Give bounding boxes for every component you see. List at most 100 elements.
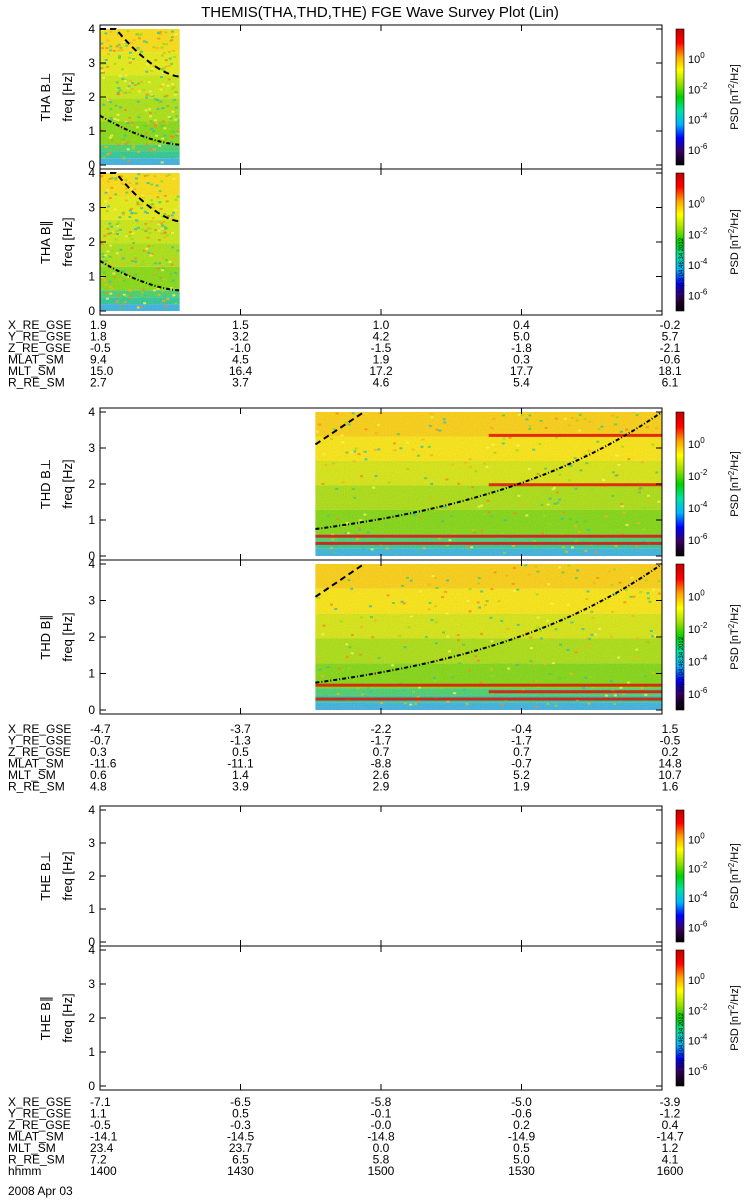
colorbar-tick-label: 10-6 (688, 142, 708, 157)
colorbar-tick-label: 10-6 (688, 532, 708, 547)
ephemeris-value: -14.5 (227, 1130, 255, 1144)
ephemeris-value: -14.9 (508, 1130, 536, 1144)
y-tick-label: 1 (88, 124, 95, 138)
y-tick-label: 0 (88, 304, 95, 318)
ephemeris-value: -7.1 (90, 1095, 111, 1109)
ephemeris-value: 0.7 (373, 745, 390, 759)
colorbar-tick-base: 10 (688, 145, 700, 157)
ephemeris-value: -0.0 (371, 1118, 392, 1132)
y-tick-label: 3 (88, 56, 95, 70)
ephemeris-value: 17.7 (510, 364, 534, 378)
ephemeris-value: -0.1 (371, 1107, 392, 1121)
colorbar-tick-base: 10 (688, 54, 700, 66)
y-tick-label: 2 (88, 630, 95, 644)
ephemeris-value: 1.9 (513, 780, 530, 794)
ephemeris-value: 5.2 (513, 768, 530, 782)
ephemeris-value: 5.0 (513, 1153, 530, 1167)
colorbar-tick-label: 100 (688, 51, 705, 66)
y-tick-label: 2 (88, 235, 95, 249)
gyrofrequency-curve-upper (100, 172, 180, 223)
ephemeris-value: 3.9 (232, 780, 249, 794)
ephemeris-value: 6.5 (232, 1153, 249, 1167)
ephemeris-value: -2.2 (371, 722, 392, 736)
ephemeris-value: 5.0 (513, 330, 530, 344)
colorbar-label-end: /Hz] (729, 64, 741, 84)
spectrogram-thd-b-3 (314, 563, 663, 710)
psd-texture (315, 564, 662, 710)
ephemeris-value: 0.6 (90, 768, 107, 782)
colorbar-tick-label: 10-4 (688, 112, 708, 127)
y-tick-label: 1 (88, 270, 95, 284)
colorbar-tick-base: 10 (688, 229, 700, 241)
date-label: 2008 Apr 03 (8, 1184, 73, 1198)
ephemeris-value: 1.9 (373, 353, 390, 367)
ephemeris-value: 15.0 (90, 364, 114, 378)
colorbar-tick-label: 10-4 (688, 653, 708, 668)
ephemeris-value: 1.0 (373, 318, 390, 332)
timestamp-stamp: Mon Sep 3 04:46:34 2012 (679, 636, 685, 706)
y-axis-label: freq [Hz] (60, 993, 75, 1042)
spectrogram-panels: 0 1 2 3 4 freq [Hz] THA B⊥ 0 1 2 3 4 freq [Hz] THA B∥… (38, 22, 663, 1093)
colorbar-tick-label: 10-6 (688, 919, 708, 934)
colorbar-tick-base: 10 (688, 291, 700, 303)
colorbar-tick-exp: -2 (700, 468, 708, 477)
colorbar-tick-exp: -4 (700, 890, 708, 899)
gyrofrequency-curve-lower (315, 563, 663, 684)
psd-line (315, 534, 662, 538)
y-tick-label: 4 (88, 557, 95, 571)
colorbar-tick-base: 10 (688, 975, 700, 987)
colorbar-tick-base: 10 (688, 439, 700, 451)
ephemeris-label: X_RE_GSE (8, 1095, 71, 1109)
colorbar-label-end: /Hz] (729, 209, 741, 229)
y-axis-label: freq [Hz] (60, 851, 75, 900)
ephemeris-value: -0.6 (660, 353, 681, 367)
ephemeris-value: -2.1 (660, 341, 681, 355)
ephemeris-label: Y_RE_GSE (8, 1107, 71, 1121)
ephemeris-value: 1.9 (90, 318, 107, 332)
ephemeris-value: -6.5 (230, 1095, 251, 1109)
colorbar-tick-label: 10-2 (688, 81, 708, 96)
ephemeris-thd: X_RE_GSE -4.7 -3.7 -2.2 -0.4 1.5 Y_RE_GSE -0.7 -… (8, 722, 682, 794)
ephemeris-label: Z_RE_GSE (8, 1118, 71, 1132)
timestamp-stamp: Mon Sep 3 04:46:34 2012 (679, 237, 685, 307)
ephemeris-value: 0.0 (373, 1141, 390, 1155)
ephemeris-tables: X_RE_GSE 1.9 1.5 1.0 0.4 -0.2 Y_RE_GSE 1.8 3.2 4.… (8, 318, 684, 1178)
colorbar-strip (675, 28, 685, 166)
panel-label: THD B∥ (38, 614, 53, 660)
ephemeris-label: R_RE_SM (8, 1153, 65, 1167)
colorbar-tick-base: 10 (688, 503, 700, 515)
ephemeris-value: -11.1 (227, 757, 254, 771)
colorbar-tick-label: 10-6 (688, 1063, 708, 1078)
colorbar-tick-exp: 0 (700, 436, 705, 445)
ephemeris-value: -1.3 (230, 734, 251, 748)
colorbar-tick-exp: -2 (700, 226, 708, 235)
colorbar-tick-exp: -4 (700, 500, 708, 509)
ephemeris-value: 1.6 (662, 780, 679, 794)
colorbar-tick-base: 10 (688, 260, 700, 272)
ephemeris-value: -3.7 (230, 722, 251, 736)
colorbar-tick-label: 10-6 (688, 686, 708, 701)
colorbar-label-main: PSD [nT (729, 628, 741, 670)
ephemeris-value: 2.7 (90, 376, 107, 390)
ephemeris-value: 1.5 (662, 722, 679, 736)
y-tick-label: 3 (88, 201, 95, 215)
ephemeris-value: 0.3 (513, 353, 530, 367)
colorbar-tick-label: 10-4 (688, 500, 708, 515)
y-tick-label: 3 (88, 441, 95, 455)
ephemeris-value: -1.7 (511, 734, 532, 748)
colorbar-label-end: /Hz] (729, 985, 741, 1005)
colorbar-label-main: PSD [nT (729, 475, 741, 517)
colorbar-tick-label: 100 (688, 972, 705, 987)
colorbar-tick-exp: -6 (700, 919, 708, 928)
ephemeris-value: -0.5 (660, 734, 681, 748)
ephemeris-value: 14.8 (658, 757, 682, 771)
timestamp-stamp: Mon Sep 3 04:46:34 2012 (679, 1012, 685, 1082)
ephemeris-label: Y_RE_GSE (8, 734, 71, 748)
colorbar-tick-exp: -2 (700, 1002, 708, 1011)
ephemeris-value: -1.8 (511, 341, 532, 355)
ephemeris-value: -0.2 (660, 318, 681, 332)
